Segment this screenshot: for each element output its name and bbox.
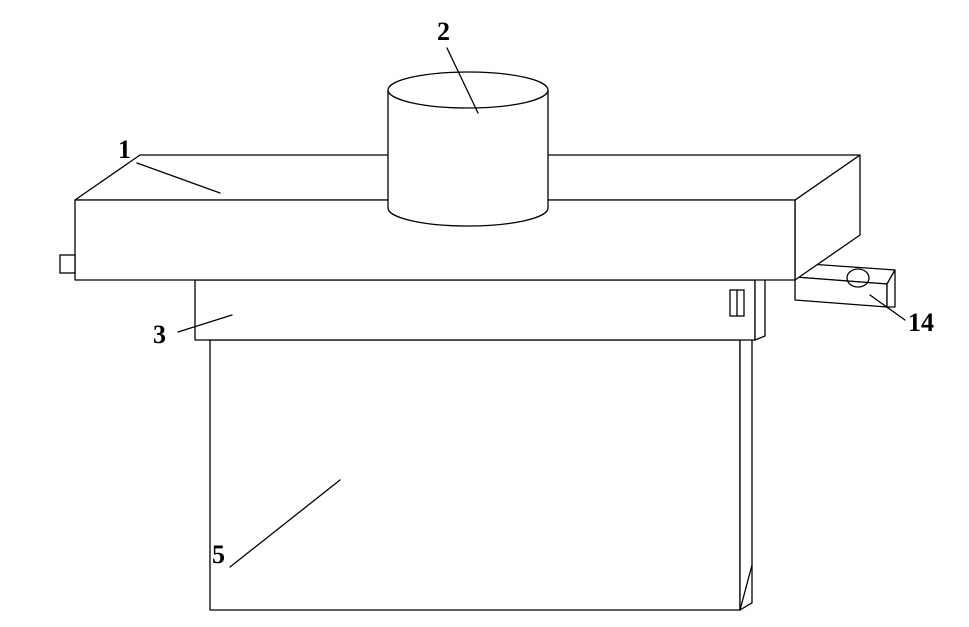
callout-label-1: 1 <box>118 135 131 165</box>
callout-label-14: 14 <box>908 308 934 338</box>
technical-drawing <box>0 0 969 627</box>
callout-label-2: 2 <box>437 17 450 47</box>
callout-label-3: 3 <box>153 320 166 350</box>
callout-label-5: 5 <box>212 540 225 570</box>
